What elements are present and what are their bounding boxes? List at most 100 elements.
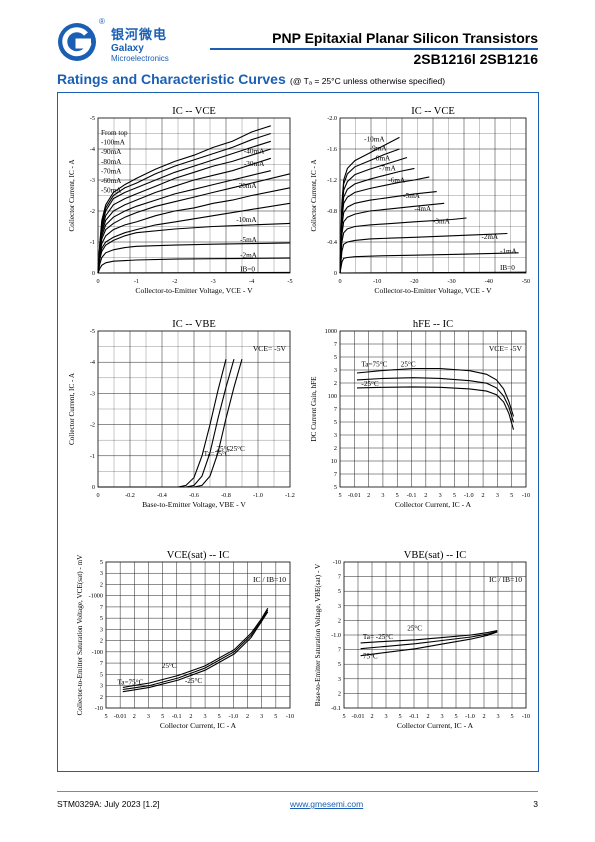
x-tick-label: 3 — [440, 713, 443, 720]
x-tick-label: 2 — [482, 492, 485, 499]
annotation-line: -60mA — [101, 177, 122, 185]
y-tick-label: -4 — [90, 359, 95, 366]
y-tick-label: -4 — [90, 146, 95, 153]
y-tick-label: -1000 — [89, 593, 103, 600]
logo-subname: Microelectronics — [111, 54, 169, 63]
x-tick-label: 3 — [147, 713, 150, 720]
series-label: -7mA — [379, 165, 397, 173]
x-tick-label: 3 — [260, 713, 263, 720]
y-tick-label: -100 — [92, 649, 103, 656]
series-label: 25°C — [162, 662, 177, 670]
series-label: Ta=75°C — [204, 450, 230, 458]
x-tick-label: 3 — [381, 492, 384, 499]
y-tick-label: 7 — [100, 660, 103, 667]
series-line — [339, 252, 519, 274]
chart-title: IC -- VBE — [172, 319, 216, 330]
y-tick-label: -0.1 — [331, 705, 341, 712]
y-tick-label: 5 — [100, 671, 103, 678]
y-tick-label: 3 — [100, 626, 103, 633]
x-tick-label: -0.4 — [157, 492, 167, 499]
series-label: -25°C — [228, 445, 245, 453]
y-tick-label: 5 — [334, 484, 337, 491]
x-axis-label: Collector-to-Emitter Voltage, VCE - V — [374, 286, 492, 295]
x-tick-label: -50 — [522, 278, 530, 285]
x-tick-label: -0.01 — [348, 492, 361, 499]
series-line — [339, 271, 527, 274]
x-axis-label: Base-to-Emitter Voltage, VBE - V — [142, 500, 246, 509]
x-tick-label: -0.1 — [407, 492, 417, 499]
y-tick-label: -1.0 — [331, 632, 341, 639]
annotation: IC / IB=10 — [489, 575, 522, 584]
annotation-line: From top — [101, 129, 128, 137]
x-tick-label: -5 — [287, 278, 292, 285]
x-tick-label: 2 — [133, 713, 136, 720]
y-tick-label: 3 — [338, 676, 341, 683]
galaxy-logo-icon — [58, 23, 96, 61]
x-tick-label: 5 — [454, 713, 457, 720]
series-line — [97, 132, 271, 274]
y-tick-label: -3 — [90, 177, 95, 184]
chart-3: 0 -0.2 -0.4 -0.6 -0.8 -1.0 -1.2 0 -1 -2 -3 -4 -5 IC -… — [68, 319, 295, 509]
chart-1: 0 -1 -2 -3 -4 -5 0 -1 -2 -3 -4 -5 IC -- VCE Collector… — [68, 106, 293, 295]
x-tick-label: 5 — [453, 492, 456, 499]
website-link[interactable]: www.gmesemi.com — [290, 799, 364, 809]
series-label: -30mA — [244, 160, 265, 168]
section-condition: (@ Tₐ = 25°C unless otherwise specified) — [290, 76, 446, 86]
y-tick-label: 0 — [92, 484, 95, 491]
page-number: 3 — [533, 799, 538, 809]
part-numbers: 2SB1216l 2SB1216 — [413, 51, 538, 67]
y-tick-label: 7 — [100, 604, 103, 611]
y-axis-label: Collector-to-Emitter Saturation Voltage,… — [76, 554, 84, 716]
series-label: -9mA — [370, 145, 388, 153]
chart-2: 0 -10 -20 -30 -40 -50 0 -0.4 -0.8 -1.2 -1.6 -2.0 IC … — [310, 106, 530, 295]
annotation-line: -80mA — [101, 158, 122, 166]
y-tick-label: -2.0 — [327, 115, 337, 122]
registered-mark: ® — [99, 17, 105, 26]
x-tick-label: 5 — [510, 713, 513, 720]
chart-5: 5 -0.01 2 3 5 -0.1 2 3 5 -1.0 2 3 5 -10532-10007532-1… — [76, 550, 294, 730]
annotation-line: -90mA — [101, 148, 122, 156]
series-label: -2mA — [481, 233, 499, 241]
document-title: PNP Epitaxial Planar Silicon Transistors — [272, 30, 538, 46]
y-tick-label: 3 — [100, 683, 103, 690]
series-label: -1mA — [500, 248, 518, 256]
x-tick-label: 3 — [496, 492, 499, 499]
x-tick-label: 2 — [367, 492, 370, 499]
y-tick-label: 100 — [328, 393, 337, 400]
y-tick-label: 5 — [338, 661, 341, 668]
y-tick-label: 0 — [334, 270, 337, 277]
x-tick-label: -10 — [286, 713, 294, 720]
series-label: 25°C — [216, 445, 231, 453]
x-tick-label: 3 — [204, 713, 207, 720]
x-tick-label: -20 — [410, 278, 418, 285]
x-tick-label: -3 — [211, 278, 216, 285]
y-tick-label: -10 — [95, 705, 103, 712]
x-tick-label: 0 — [338, 278, 341, 285]
x-tick-label: -1.0 — [253, 492, 263, 499]
series-line — [339, 232, 508, 274]
series-line — [97, 222, 291, 274]
y-tick-label: -1.6 — [327, 146, 337, 153]
series-label: -5mA — [403, 192, 421, 200]
series-line — [122, 611, 269, 693]
series-label: 25°C — [401, 360, 416, 368]
y-tick-label: 7 — [334, 341, 337, 348]
series-line — [98, 358, 243, 488]
series-line — [360, 631, 498, 657]
chart-6: 5 -0.01 2 3 5 -0.1 2 3 5 -1.0 2 3 5 -10-107532-1.0753… — [314, 550, 530, 730]
x-axis-label: Collector Current, IC - A — [397, 721, 474, 730]
y-tick-label: -5 — [90, 115, 95, 122]
y-axis-label: Collector Current, IC - A — [68, 372, 76, 445]
annotation: IC / IB=10 — [253, 575, 286, 584]
chart-title: VBE(sat) -- IC — [404, 550, 466, 561]
series-line — [97, 271, 291, 274]
y-tick-label: 2 — [100, 638, 103, 645]
series-line — [97, 157, 271, 274]
series-line — [97, 170, 271, 274]
annotation-line: -50mA — [101, 187, 122, 195]
series-line — [97, 202, 291, 274]
series-label: -5mA — [240, 236, 258, 244]
annotation: VCE= -5V — [489, 344, 523, 353]
y-tick-label: 2 — [100, 694, 103, 701]
x-tick-label: 5 — [510, 492, 513, 499]
